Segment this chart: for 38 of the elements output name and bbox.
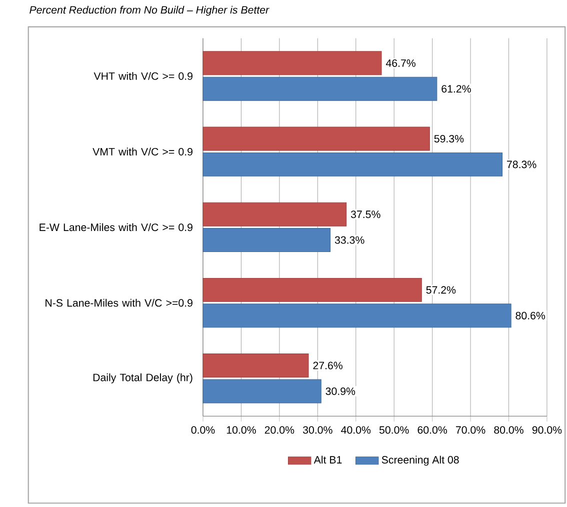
x-tick-label: 70.0% xyxy=(456,426,486,434)
data-label: 57.2% xyxy=(426,286,456,294)
bar xyxy=(202,228,331,252)
y-tick-label: Daily Total Delay (hr) xyxy=(93,373,192,384)
x-tick-label: 20.0% xyxy=(264,426,294,434)
data-label: 61.2% xyxy=(442,85,471,93)
x-tick-label: 30.0% xyxy=(302,426,332,434)
bar xyxy=(202,76,438,101)
bar xyxy=(202,278,422,302)
bar xyxy=(202,152,503,176)
bar xyxy=(202,202,347,226)
x-tick-label: 50.0% xyxy=(379,426,409,434)
x-tick-label: 80.0% xyxy=(494,426,524,434)
x-tick-label: 0.0% xyxy=(191,426,215,434)
data-label: 78.3% xyxy=(507,160,536,168)
x-tick-label: 10.0% xyxy=(226,426,256,434)
bar xyxy=(202,126,430,151)
x-tick-label: 60.0% xyxy=(418,426,447,434)
y-tick-label: VHT with V/C >= 0.9 xyxy=(94,72,192,80)
data-label: 30.9% xyxy=(326,388,356,396)
bar xyxy=(202,304,512,328)
x-tick-label: 90.0% xyxy=(532,426,562,434)
legend-label: Screening Alt 08 xyxy=(382,456,459,466)
bar xyxy=(202,354,309,378)
y-tick-label: VMT with V/C >= 0.9 xyxy=(92,148,192,156)
y-tick-label: E-W Lane-Miles with V/C >= 0.9 xyxy=(40,223,192,232)
legend-label: Alt B1 xyxy=(314,456,342,464)
bar xyxy=(202,379,322,404)
data-label: 33.3% xyxy=(334,236,364,244)
bar xyxy=(202,51,382,76)
data-label: 80.6% xyxy=(516,312,546,320)
chart-title: Percent Reduction from No Build – Higher is Better xyxy=(30,6,270,16)
y-tick-label: N-S Lane-Miles with V/C >=0.9 xyxy=(46,298,192,307)
x-tick-label: 40.0% xyxy=(341,426,371,434)
data-label: 59.3% xyxy=(434,135,464,143)
data-label: 37.5% xyxy=(350,210,380,218)
data-label: 46.7% xyxy=(386,59,416,67)
data-label: 27.6% xyxy=(313,362,342,370)
